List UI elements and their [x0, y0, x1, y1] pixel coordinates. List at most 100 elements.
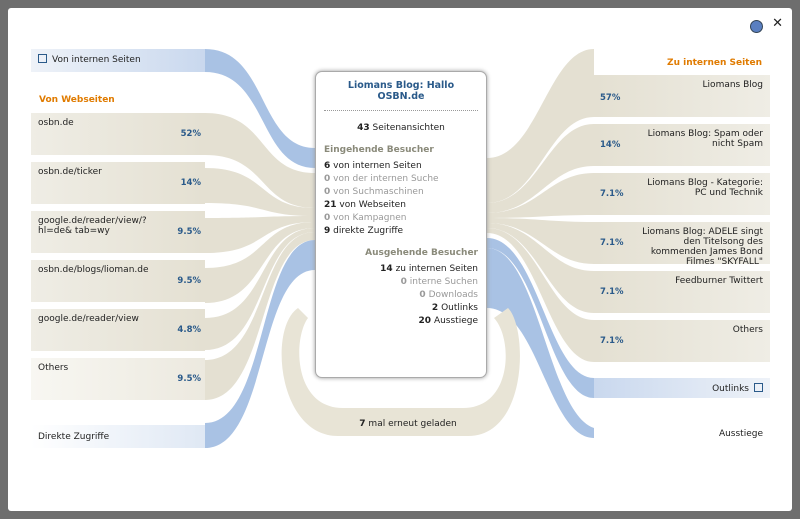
target-row[interactable]: Liomans Blog 57% [594, 75, 770, 117]
target-row[interactable]: Liomans Blog: Spam oder nicht Spam 14% [594, 124, 770, 166]
label: Feedburner Twittert [675, 276, 763, 286]
reload-loop [281, 308, 520, 436]
target-row[interactable]: Feedburner Twittert 7.1% [594, 271, 770, 313]
label: osbn.de [38, 118, 74, 128]
heading: Zu internen Seiten [667, 58, 762, 68]
center-box: Liomans Blog: Hallo OSBN.de 43 Seitenans… [315, 71, 487, 378]
page-title: Liomans Blog: Hallo OSBN.de [324, 80, 478, 111]
flow [205, 222, 315, 303]
flow [205, 113, 315, 208]
flow [487, 228, 594, 362]
share: 52% [180, 129, 201, 139]
label: von Webseiten [339, 200, 406, 210]
label: von internen Seiten [333, 161, 422, 171]
flow [487, 223, 594, 313]
count: 0 [400, 277, 407, 287]
label: google.de/reader/view [38, 314, 139, 324]
share: 9.5% [177, 227, 201, 237]
label: Ausstiege [718, 429, 763, 439]
transition-line: 0 Downloads [324, 290, 478, 300]
label: von Kampagnen [333, 213, 407, 223]
share: 4.8% [177, 325, 201, 335]
label: von Suchmaschinen [333, 187, 424, 197]
section-heading: Ausgehende Besucher [365, 248, 478, 258]
count: 21 [324, 200, 337, 210]
help-icon[interactable] [750, 20, 763, 33]
label: Liomans Blog: ADELE singt den Titelsong … [642, 227, 763, 267]
transition-line: 20 Ausstiege [324, 316, 478, 326]
label: interne Suchen [409, 277, 478, 287]
count: 0 [419, 290, 426, 300]
source-row[interactable]: google.de/reader/view/?hl=de& tab=wy 9.5% [31, 211, 205, 253]
source-row[interactable]: osbn.de/ticker 14% [31, 162, 205, 204]
label: Von internen Seiten [52, 55, 141, 65]
label: von der internen Suche [333, 174, 439, 184]
label: google.de/reader/view/?hl=de& tab=wy [38, 216, 147, 236]
label: osbn.de/blogs/lioman.de [38, 265, 149, 275]
label: Seitenansichten [372, 123, 445, 133]
flow [205, 228, 315, 350]
share: 14% [180, 178, 201, 188]
share: 9.5% [177, 276, 201, 286]
source-row[interactable]: Others 9.5% [31, 358, 205, 400]
count: 20 [418, 316, 432, 326]
share: 7.1% [600, 287, 624, 297]
heading: Von Webseiten [39, 95, 115, 105]
label: Direkte Zugriffe [38, 432, 110, 442]
label: Ausstiege [433, 316, 478, 326]
count: 0 [324, 174, 331, 184]
transition-line: 0 von Suchmaschinen [324, 187, 478, 197]
transition-line: 9 direkte Zugriffe [324, 226, 478, 236]
exits: Ausstiege [594, 424, 770, 444]
source-row[interactable]: osbn.de/blogs/lioman.de 9.5% [31, 260, 205, 302]
share: 14% [600, 140, 621, 150]
share: 9.5% [177, 374, 201, 384]
flow [487, 238, 594, 398]
label: Liomans Blog [702, 80, 763, 90]
transition-line: 0 interne Suchen [324, 277, 478, 287]
label: Others [38, 363, 69, 373]
close-button[interactable]: ✕ [772, 16, 783, 31]
count: 9 [324, 226, 331, 236]
count: 6 [324, 161, 331, 171]
transitions-popup: ✕ Von internen Seiten Von Webseiten osbn… [8, 8, 792, 511]
label: Liomans Blog - Kategorie: PC und Technik [647, 178, 763, 198]
flows [205, 49, 594, 448]
count: 0 [324, 187, 331, 197]
transition-line: 21 von Webseiten [324, 200, 478, 210]
share: 7.1% [600, 238, 624, 248]
outlinks[interactable]: Outlinks [594, 378, 770, 398]
label: Others [732, 325, 763, 335]
from-internal-pages[interactable]: Von internen Seiten [31, 49, 205, 72]
flow [205, 240, 315, 448]
flow [487, 49, 594, 203]
target-row[interactable]: Liomans Blog - Kategorie: PC und Technik… [594, 173, 770, 215]
label: mal erneut geladen [368, 419, 457, 429]
section-heading: Eingehende Besucher [324, 145, 434, 155]
direct-visits: Direkte Zugriffe [31, 425, 205, 448]
label: direkte Zugriffe [333, 226, 404, 236]
flow [205, 216, 315, 253]
share: 57% [600, 93, 621, 103]
flow [487, 124, 594, 213]
target-row[interactable]: Liomans Blog: ADELE singt den Titelsong … [594, 222, 770, 267]
share: 7.1% [600, 189, 624, 199]
flow [487, 218, 594, 264]
reloads: 7 mal erneut geladen [308, 419, 508, 429]
flow [487, 173, 594, 218]
flow [205, 232, 315, 400]
count: 14 [380, 264, 393, 274]
label: Liomans Blog: Spam oder nicht Spam [647, 129, 763, 149]
label: zu internen Seiten [395, 264, 478, 274]
target-row[interactable]: Others 7.1% [594, 320, 770, 362]
source-row[interactable]: google.de/reader/view 4.8% [31, 309, 205, 351]
share: 7.1% [600, 336, 624, 346]
flow [205, 49, 315, 168]
transition-line: 14 zu internen Seiten [324, 264, 478, 274]
label: Outlinks [441, 303, 478, 313]
source-row[interactable]: osbn.de 52% [31, 113, 205, 155]
flow [205, 168, 315, 216]
count: 7 [359, 419, 366, 429]
flow [487, 248, 594, 438]
